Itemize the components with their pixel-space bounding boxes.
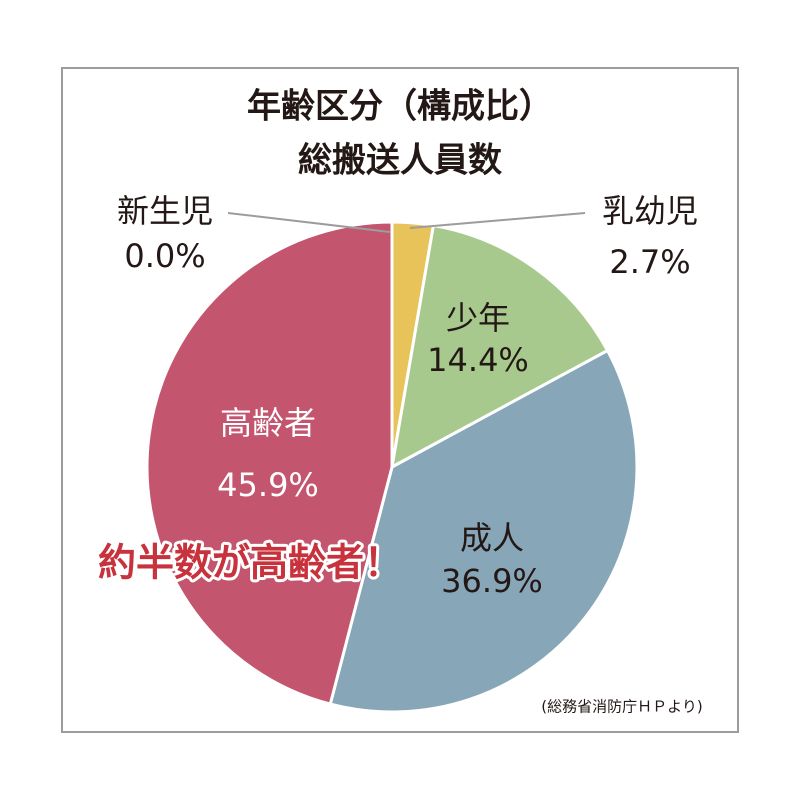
category-label: 乳幼児 <box>602 192 698 230</box>
pie-slice <box>390 223 610 470</box>
category-label: 高齢者 <box>220 404 316 442</box>
pie-slice <box>145 220 394 706</box>
chart-title: 年齢区分（構成比） <box>247 87 553 127</box>
chart-title: 総搬送人員数 <box>298 141 502 181</box>
annotation: 約半数が高齢者！ <box>98 541 402 585</box>
category-label: 新生児 <box>117 192 213 230</box>
leader-line <box>227 212 391 233</box>
value-label: 45.9% <box>217 466 319 504</box>
value-label: 14.4% <box>427 341 529 379</box>
category-label: 少年 <box>446 299 510 337</box>
category-label: 成人 <box>460 519 524 557</box>
source-note: (総務省消防庁ＨＰより) <box>541 698 702 716</box>
pie-slice <box>328 348 639 714</box>
leader-line <box>409 212 586 229</box>
value-label: 0.0% <box>124 237 205 275</box>
value-label: 2.7% <box>609 243 690 281</box>
value-label: 36.9% <box>441 562 543 600</box>
